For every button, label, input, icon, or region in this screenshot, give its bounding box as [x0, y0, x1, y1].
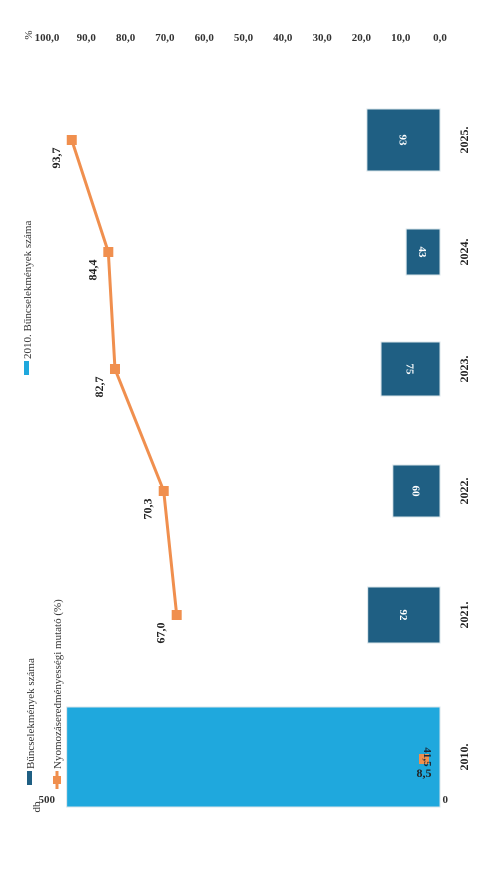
right-tick-label: 60,0	[195, 32, 215, 44]
bar	[405, 228, 441, 276]
category-label: 2021.	[457, 602, 471, 629]
legend-swatch-ratio-marker	[53, 776, 61, 784]
line-value-label: 67,0	[154, 623, 168, 644]
right-tick-label: 30,0	[312, 32, 332, 44]
line-value-label: 93,7	[49, 148, 63, 169]
line-marker	[171, 610, 182, 620]
line-marker	[158, 486, 169, 496]
bar-value-label: 60	[409, 486, 421, 498]
bar-value-label: 41,5	[421, 747, 433, 767]
category-label: 2010.	[457, 744, 471, 771]
right-tick-label: 100,0	[35, 32, 60, 44]
right-tick-label: 40,0	[273, 32, 293, 44]
chart-legend: Bűncselekmények száma Nyomozáseredményes…	[22, 221, 64, 789]
bar-value-label: 43	[416, 247, 428, 259]
bar	[367, 586, 441, 644]
line-series	[66, 135, 429, 764]
bar	[66, 706, 441, 808]
right-axis-label: %	[23, 30, 35, 39]
category-label: 2025.	[457, 127, 471, 154]
data-labels: 41,5 92 60 75 43 93 8,5 67,0 70,3 82,7 84,4 93,7	[49, 135, 433, 781]
line-marker	[109, 364, 120, 374]
bar	[366, 108, 441, 172]
right-tick-label: 20,0	[352, 32, 372, 44]
right-tick-label: 80,0	[116, 32, 136, 44]
right-tick-label: 90,0	[77, 32, 97, 44]
bar-value-label: 92	[397, 610, 409, 622]
line-value-label: 84,4	[85, 260, 99, 281]
line-marker	[419, 754, 429, 764]
bar	[392, 464, 441, 518]
right-tick-label: 10,0	[391, 32, 411, 44]
line-marker	[103, 247, 114, 257]
legend-swatch-2010	[24, 361, 29, 375]
right-tick-label: 70,0	[155, 32, 175, 44]
line-path	[70, 139, 179, 616]
line-value-label: 8,5	[417, 766, 432, 780]
legend-swatch-crimes	[27, 771, 32, 785]
bar-value-label: 75	[404, 364, 416, 376]
bar-series	[66, 108, 441, 808]
left-tick-label: 0	[443, 794, 449, 806]
left-axis-label: db	[31, 801, 43, 813]
line-value-label: 82,7	[92, 377, 106, 398]
category-label: 2022.	[457, 478, 471, 505]
legend-label-ratio: Nyomozáseredményességi mutató (%)	[52, 599, 64, 769]
category-label: 2023.	[457, 356, 471, 383]
legend-label-2010: 2010. Bűncselekmények száma	[22, 221, 34, 359]
category-label: 2024.	[457, 239, 471, 266]
bar-value-label: 93	[396, 135, 408, 147]
right-tick-label: 0,0	[433, 32, 447, 44]
legend-label-crimes: Bűncselekmények száma	[25, 658, 37, 769]
line-marker	[66, 135, 77, 145]
bar	[380, 341, 441, 397]
left-tick-label: 500	[39, 794, 56, 806]
right-tick-label: 50,0	[234, 32, 254, 44]
line-value-label: 70,3	[141, 499, 155, 520]
